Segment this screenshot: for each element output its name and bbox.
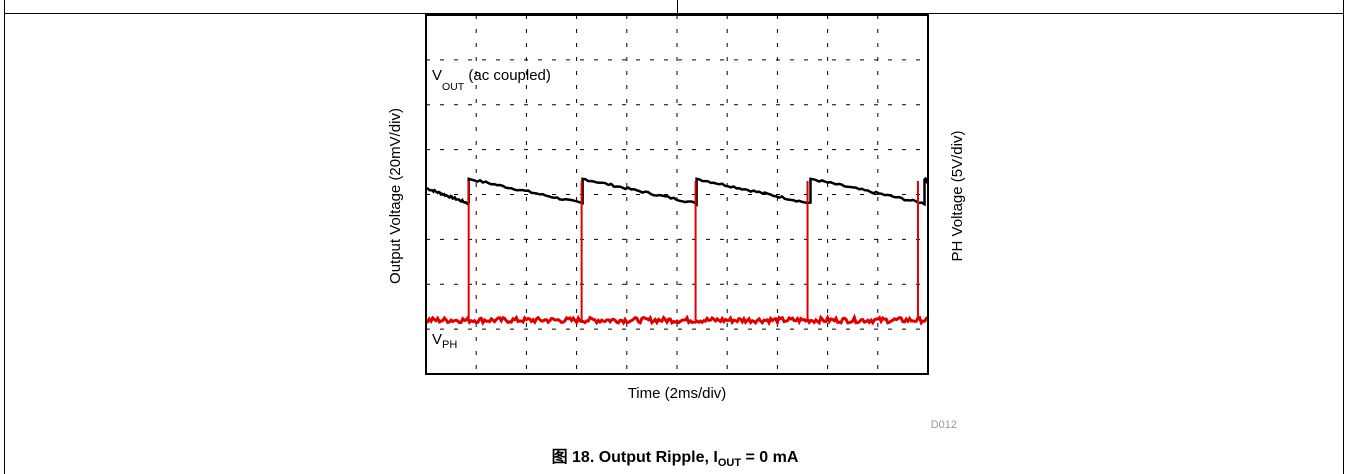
grid-lines xyxy=(426,15,928,374)
caption-suffix: = 0 mA xyxy=(741,449,799,466)
vph-baseline-trace xyxy=(425,313,929,327)
legend-vout: VOUT (ac coupled) xyxy=(432,67,551,93)
vout-trace xyxy=(425,176,930,207)
y-axis-label-right: PH Voltage (5V/div) xyxy=(949,131,966,262)
figure-id-watermark: D012 xyxy=(931,419,957,431)
x-axis-label: Time (2ms/div) xyxy=(628,385,727,402)
figure-caption: 图 18. Output Ripple, IOUT = 0 mA xyxy=(0,443,1350,469)
legend-vph: VPH xyxy=(432,331,457,351)
plot-border xyxy=(425,14,929,375)
y-axis-label-left: Output Voltage (20mV/div) xyxy=(387,108,404,284)
top-table-row xyxy=(4,0,1344,14)
figure-frame xyxy=(4,14,1344,474)
plot-area xyxy=(425,176,930,327)
top-table-divider xyxy=(677,0,678,14)
caption-text: 图 18. Output Ripple, I xyxy=(551,449,718,466)
caption-subscript: OUT xyxy=(717,457,742,470)
